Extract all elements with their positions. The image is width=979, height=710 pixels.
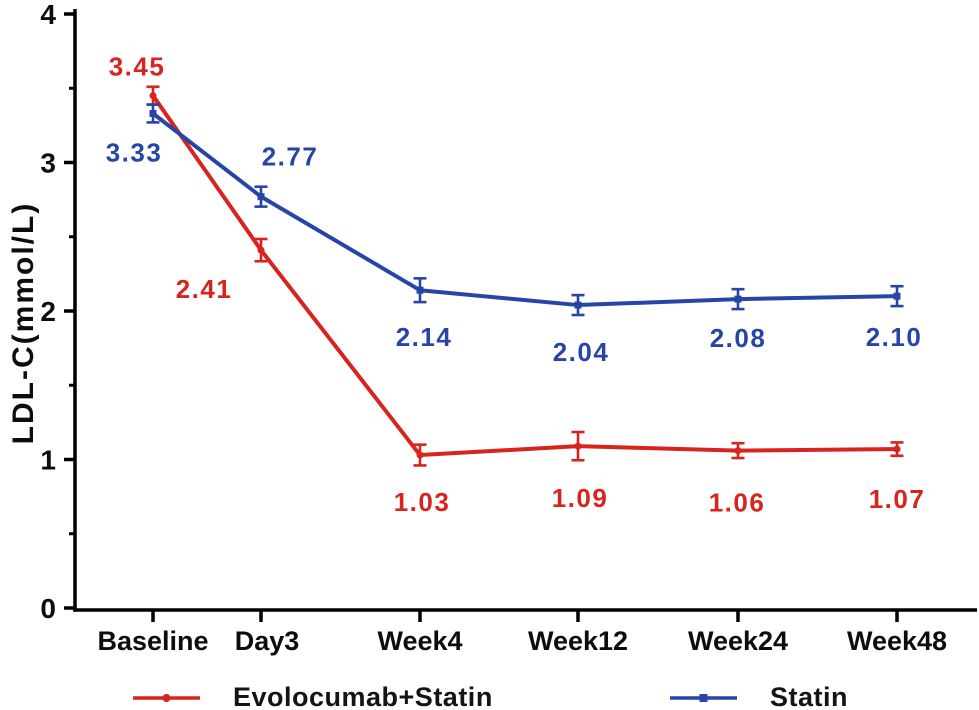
value-label: 1.06 xyxy=(709,488,766,518)
legend-swatch-square-marker xyxy=(670,693,737,702)
legend-entry-evolocumab-statin: Evolocumab+Statin xyxy=(133,682,493,710)
legend-entry-statin: Statin xyxy=(670,682,848,710)
x-tick-label: Week12 xyxy=(528,626,628,656)
value-label: 2.14 xyxy=(396,322,453,352)
data-point-square xyxy=(149,109,157,117)
legend-marker-square xyxy=(699,693,708,702)
series-line-1 xyxy=(151,111,899,308)
y-tick-label: 1 xyxy=(40,445,56,476)
data-point-circle xyxy=(734,447,742,455)
data-point-circle xyxy=(416,451,424,459)
value-label: 1.09 xyxy=(552,483,609,513)
value-label: 2.08 xyxy=(710,323,767,353)
data-point-square xyxy=(893,292,901,300)
legend-marker-circle xyxy=(162,693,171,702)
x-tick-label: Day3 xyxy=(235,626,300,656)
legend-label-statin: Statin xyxy=(770,682,849,710)
x-tick-label: Week48 xyxy=(847,626,947,656)
value-label: 1.03 xyxy=(394,487,451,517)
data-point-square xyxy=(574,301,582,309)
legend-swatch-circle-marker xyxy=(133,693,200,702)
value-label: 2.41 xyxy=(176,274,233,304)
x-tick-label: Week4 xyxy=(377,626,462,656)
data-point-circle xyxy=(149,92,157,100)
data-point-circle xyxy=(257,246,265,254)
data-point-square xyxy=(416,286,424,294)
x-tick-label: Baseline xyxy=(97,626,208,656)
x-tick-label: Week24 xyxy=(688,626,788,656)
data-point-circle xyxy=(574,442,582,450)
data-point-square xyxy=(734,295,742,303)
data-point-square xyxy=(257,193,265,201)
data-point-circle xyxy=(893,445,901,453)
y-tick-label: 2 xyxy=(40,296,56,327)
y-tick-label: 3 xyxy=(40,148,56,179)
value-label: 1.07 xyxy=(869,484,926,514)
value-label: 2.10 xyxy=(866,322,923,352)
value-label: 3.45 xyxy=(109,52,166,82)
value-label: 2.77 xyxy=(262,142,319,172)
legend-label-evolocumab-statin: Evolocumab+Statin xyxy=(233,682,493,710)
y-tick-label: 0 xyxy=(40,593,56,624)
y-tick-label: 4 xyxy=(40,0,56,30)
value-label: 3.33 xyxy=(106,137,163,167)
y-axis-title: LDL-C(mmol/L) xyxy=(7,201,40,445)
value-label: 2.04 xyxy=(553,337,610,367)
series-line-0 xyxy=(151,93,899,458)
